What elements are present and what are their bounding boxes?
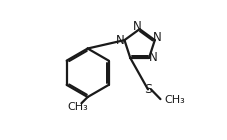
Text: N: N [116,34,124,47]
Text: N: N [148,51,157,64]
Text: CH₃: CH₃ [67,102,87,112]
Text: CH₃: CH₃ [164,95,185,105]
Text: N: N [152,31,161,44]
Text: N: N [133,20,141,33]
Text: S: S [143,83,151,96]
